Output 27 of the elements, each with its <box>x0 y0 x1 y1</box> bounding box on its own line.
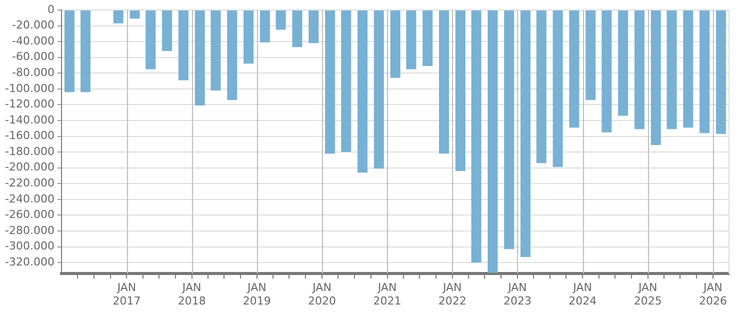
y-tick-label: -100.000 <box>4 82 54 95</box>
y-tick-label: -80.000 <box>12 66 54 79</box>
y-tick-label: -280.000 <box>4 224 54 237</box>
y-tick-label: -140.000 <box>4 113 54 126</box>
x-tick-label: JAN 2020 <box>308 281 336 308</box>
y-tick-label: -200.000 <box>4 160 54 174</box>
x-tick-label: JAN 2025 <box>634 281 662 308</box>
y-tick-label: -220.000 <box>4 176 54 190</box>
x-tick-label: JAN 2023 <box>503 281 532 308</box>
x-tick-label: JAN 2026 <box>698 281 727 308</box>
x-tick-label: JAN 2024 <box>568 281 597 308</box>
y-tick-label: -260.000 <box>4 208 54 222</box>
x-tick-label: JAN 2018 <box>178 281 206 308</box>
y-tick-label: 0 <box>47 2 54 16</box>
y-tick-label: -160.000 <box>4 129 54 142</box>
x-tick-label: JAN 2021 <box>373 281 402 308</box>
y-tick-label: -180.000 <box>4 144 54 158</box>
x-tick-label: JAN 2019 <box>242 281 271 308</box>
y-tick-label: -320.000 <box>4 255 54 268</box>
y-tick-label: -20.000 <box>12 18 54 32</box>
y-tick-label: -120.000 <box>4 98 54 111</box>
x-tick-label: JAN 2022 <box>438 281 466 308</box>
x-tick-label: JAN 2017 <box>112 281 141 308</box>
y-tick-label: -240.000 <box>4 192 54 206</box>
y-tick-label: -60.000 <box>12 50 54 64</box>
y-tick-label: -40.000 <box>12 34 54 48</box>
y-tick-label: -300.000 <box>4 240 54 253</box>
